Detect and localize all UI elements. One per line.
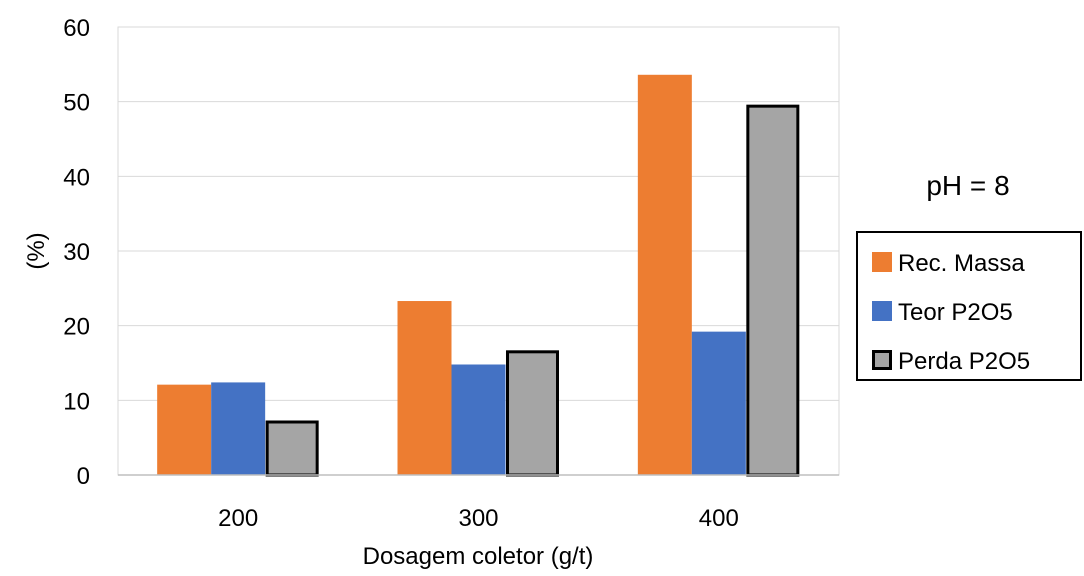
x-axis-ticks: 200 300 400 [218,505,739,532]
bar-rec-massa-300 [397,301,452,475]
legend-swatch-rec-massa [872,252,892,272]
bars [157,74,800,477]
y-axis-label: (%) [23,232,50,269]
bar-teor-p2o5-300 [451,364,506,475]
bar-rec-massa-400 [637,74,692,475]
bar-perda-p2o5-300 [506,350,559,477]
legend-label: Teor P2O5 [898,299,1013,326]
x-tick-label: 200 [218,505,258,532]
y-tick-label: 60 [63,15,90,42]
y-tick-label: 50 [63,90,90,117]
x-tick-label: 400 [699,505,739,532]
bar-teor-p2o5-200 [211,382,266,475]
bar-perda-p2o5-200 [265,420,319,477]
y-tick-label: 40 [63,164,90,191]
legend-label: Perda P2O5 [898,348,1030,375]
legend-label: Rec. Massa [898,250,1025,277]
legend: Rec. Massa Teor P2O5 Perda P2O5 [856,231,1082,381]
y-tick-label: 20 [63,314,90,341]
y-tick-label: 0 [77,463,90,490]
x-tick-label: 300 [458,505,498,532]
legend-swatch-perda-p2o5 [872,350,892,370]
x-axis-label: Dosagem coletor (g/t) [363,543,594,570]
plot-area [117,26,840,477]
legend-box [856,231,1082,381]
y-tick-label: 10 [63,388,90,415]
y-tick-label: 30 [63,239,90,266]
y-axis-ticks: 0 10 20 30 40 50 60 [63,15,90,490]
ph-annotation: pH = 8 [926,170,1009,201]
bar-perda-p2o5-400 [746,104,800,477]
legend-swatch-teor-p2o5 [872,301,892,321]
bar-teor-p2o5-400 [691,331,746,475]
bar-rec-massa-200 [157,384,212,475]
